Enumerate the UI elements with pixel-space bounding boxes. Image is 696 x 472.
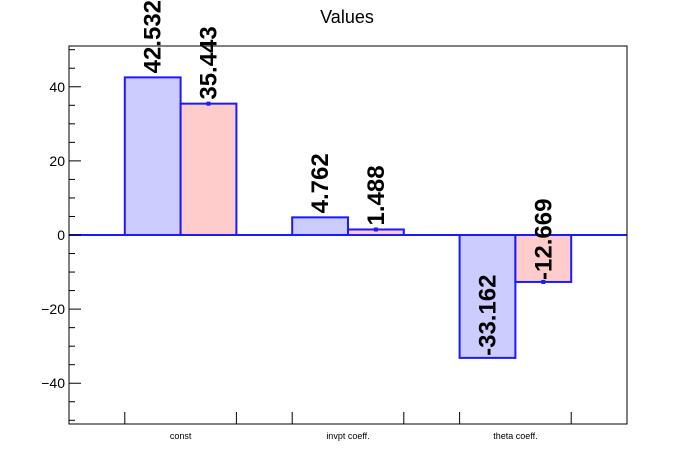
data-labels: 42.532 4.762 -33.162 35.443 1.488 -12.669 <box>140 0 558 356</box>
data-label: 42.532 <box>140 0 167 73</box>
data-label: 4.762 <box>307 153 334 213</box>
data-label: 1.488 <box>363 165 390 225</box>
bar-const-series-1 <box>123 76 182 236</box>
bar-invpt-coeff--series-1 <box>291 216 350 236</box>
x-tick-label: theta coeff. <box>493 431 537 441</box>
error-marker <box>373 227 378 232</box>
data-label: 35.443 <box>196 26 223 99</box>
data-label: -12.669 <box>530 199 557 280</box>
data-label: -33.162 <box>475 274 502 355</box>
axes: −40 −20 0 20 40 const invpt coeff. theta coeff. <box>41 45 628 441</box>
bar-theta-coeff--series-1 <box>458 234 517 359</box>
y-tick-label: −40 <box>41 375 65 391</box>
y-tick-label: 20 <box>49 153 65 169</box>
bars-layer <box>123 76 573 359</box>
bar-const-series-2 <box>179 102 238 237</box>
error-marker <box>541 279 546 284</box>
y-tick-label: 0 <box>57 227 65 243</box>
x-tick-label: const <box>170 431 192 441</box>
error-marker <box>206 101 211 106</box>
chart-title: Values <box>320 7 374 27</box>
y-tick-label: 40 <box>49 79 65 95</box>
x-tick-label: invpt coeff. <box>326 431 369 441</box>
y-tick-label: −20 <box>41 301 65 317</box>
